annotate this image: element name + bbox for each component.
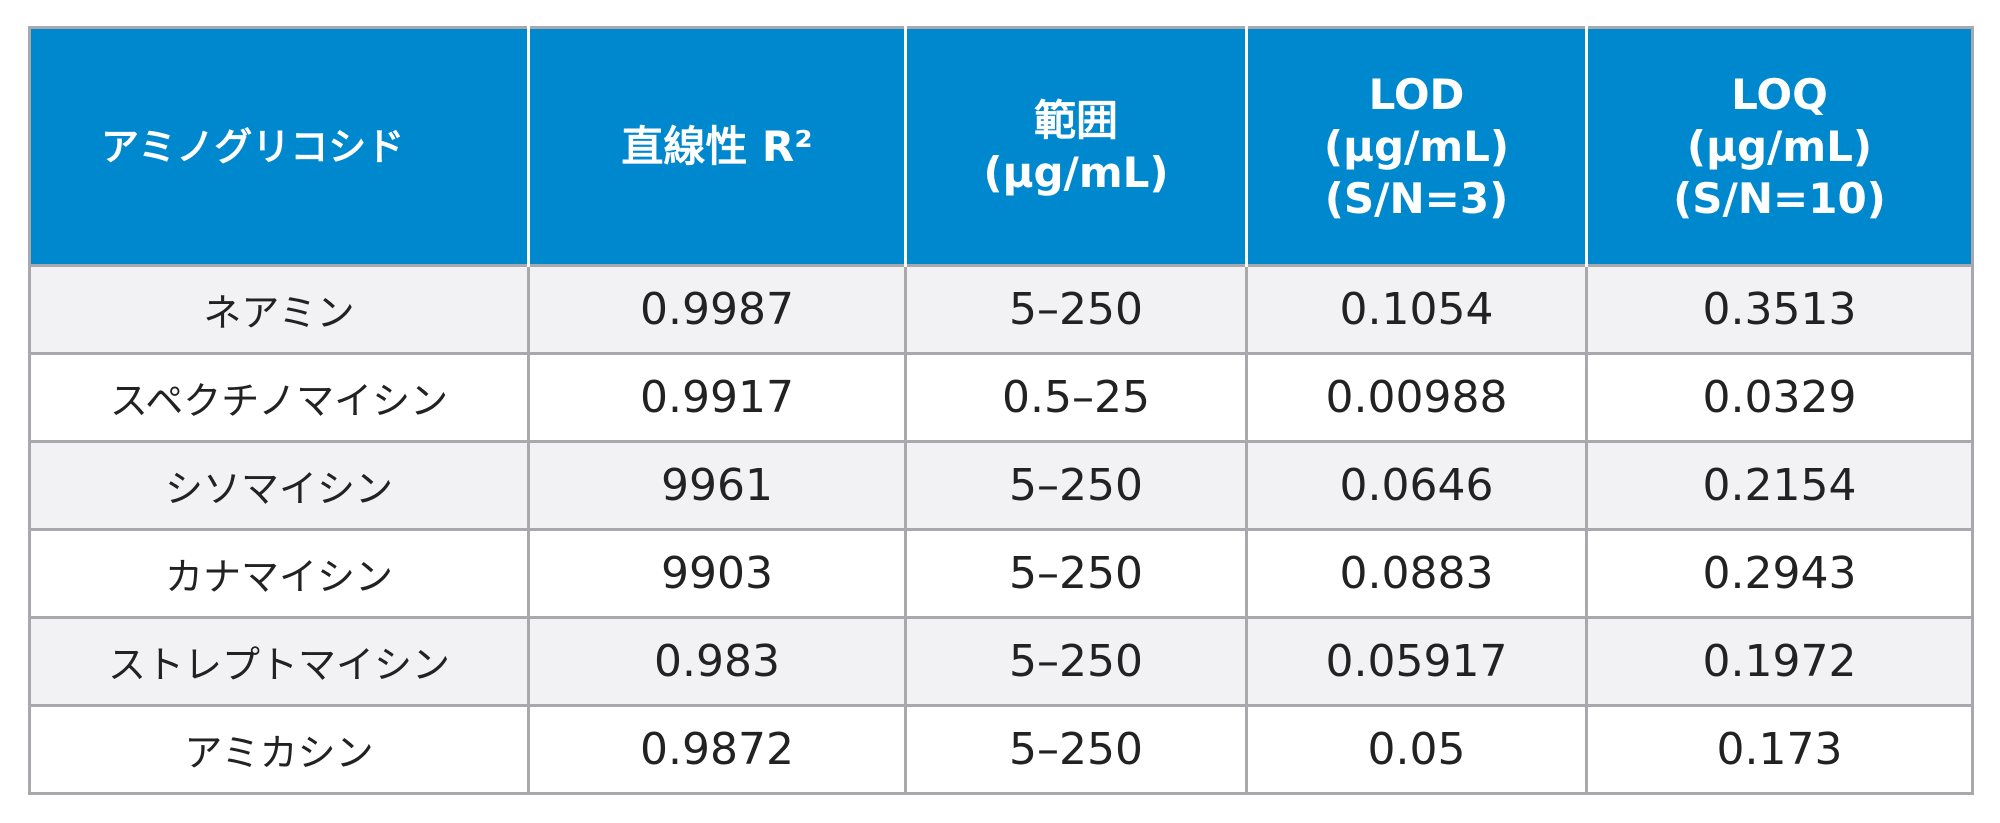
table-body: ネアミン 0.9987 5–250 0.1054 0.3513 スペクチノマイシン 0.99…: [28, 264, 1974, 795]
value-cell: 0.0646: [1245, 440, 1588, 531]
value-cell: 0.05: [1245, 704, 1588, 795]
header-cell: アミノグリコシド: [28, 26, 530, 266]
table-row: シソマイシン 9961 5–250 0.0646 0.2154: [28, 440, 1974, 531]
value-cell: 5–250: [904, 616, 1248, 707]
header-text: (S/N=3): [1324, 173, 1509, 223]
compound-name: アミカシン: [28, 704, 530, 795]
compound-name: ストレプトマイシン: [28, 616, 530, 707]
header-cell: LOQ (µg/mL) (S/N=10): [1585, 26, 1974, 266]
table-row: スペクチノマイシン 0.9917 0.5–25 0.00988 0.0329: [28, 352, 1974, 443]
header-text: 直線性 R²: [621, 121, 813, 171]
value-cell: 0.1054: [1245, 264, 1588, 355]
table-row: カナマイシン 9903 5–250 0.0883 0.2943: [28, 528, 1974, 619]
value-cell: 0.983: [527, 616, 907, 707]
header-text: (S/N=10): [1673, 173, 1886, 223]
value-cell: 0.9987: [527, 264, 907, 355]
header-text: 範囲: [1033, 95, 1118, 145]
header-row: アミノグリコシド 直線性 R² 範囲 (µg/mL) LOD (µg/mL) (S/N=3)…: [28, 26, 1974, 266]
compound-name: シソマイシン: [28, 440, 530, 531]
value-cell: 5–250: [904, 528, 1248, 619]
value-cell: 0.9917: [527, 352, 907, 443]
table-container: アミノグリコシド 直線性 R² 範囲 (µg/mL) LOD (µg/mL) (S/N=3)…: [28, 26, 1974, 795]
compound-name: カナマイシン: [28, 528, 530, 619]
table-row: ストレプトマイシン 0.983 5–250 0.05917 0.1972: [28, 616, 1974, 707]
value-cell: 9961: [527, 440, 907, 531]
data-table: アミノグリコシド 直線性 R² 範囲 (µg/mL) LOD (µg/mL) (S/N=3)…: [28, 26, 1974, 795]
value-cell: 0.5–25: [904, 352, 1248, 443]
value-cell: 0.0883: [1245, 528, 1588, 619]
value-cell: 5–250: [904, 704, 1248, 795]
compound-name: ネアミン: [28, 264, 530, 355]
value-cell: 0.00988: [1245, 352, 1588, 443]
header-text: アミノグリコシド: [101, 124, 405, 169]
value-cell: 0.3513: [1585, 264, 1974, 355]
header-text: LOQ: [1731, 69, 1828, 119]
value-cell: 0.0329: [1585, 352, 1974, 443]
value-cell: 0.9872: [527, 704, 907, 795]
compound-name: スペクチノマイシン: [28, 352, 530, 443]
value-cell: 0.2943: [1585, 528, 1974, 619]
header-text: (µg/mL): [1686, 121, 1873, 171]
table-row: アミカシン 0.9872 5–250 0.05 0.173: [28, 704, 1974, 795]
header-text: LOD: [1368, 69, 1465, 119]
table-row: ネアミン 0.9987 5–250 0.1054 0.3513: [28, 264, 1974, 355]
value-cell: 0.1972: [1585, 616, 1974, 707]
table-header: アミノグリコシド 直線性 R² 範囲 (µg/mL) LOD (µg/mL) (S/N=3)…: [28, 26, 1974, 266]
value-cell: 0.05917: [1245, 616, 1588, 707]
header-cell: 範囲 (µg/mL): [904, 26, 1248, 266]
header-cell: 直線性 R²: [527, 26, 907, 266]
value-cell: 5–250: [904, 440, 1248, 531]
value-cell: 9903: [527, 528, 907, 619]
value-cell: 0.173: [1585, 704, 1974, 795]
header-cell: LOD (µg/mL) (S/N=3): [1245, 26, 1588, 266]
value-cell: 5–250: [904, 264, 1248, 355]
header-text: (µg/mL): [983, 147, 1169, 197]
value-cell: 0.2154: [1585, 440, 1974, 531]
header-text: (µg/mL): [1323, 121, 1510, 171]
